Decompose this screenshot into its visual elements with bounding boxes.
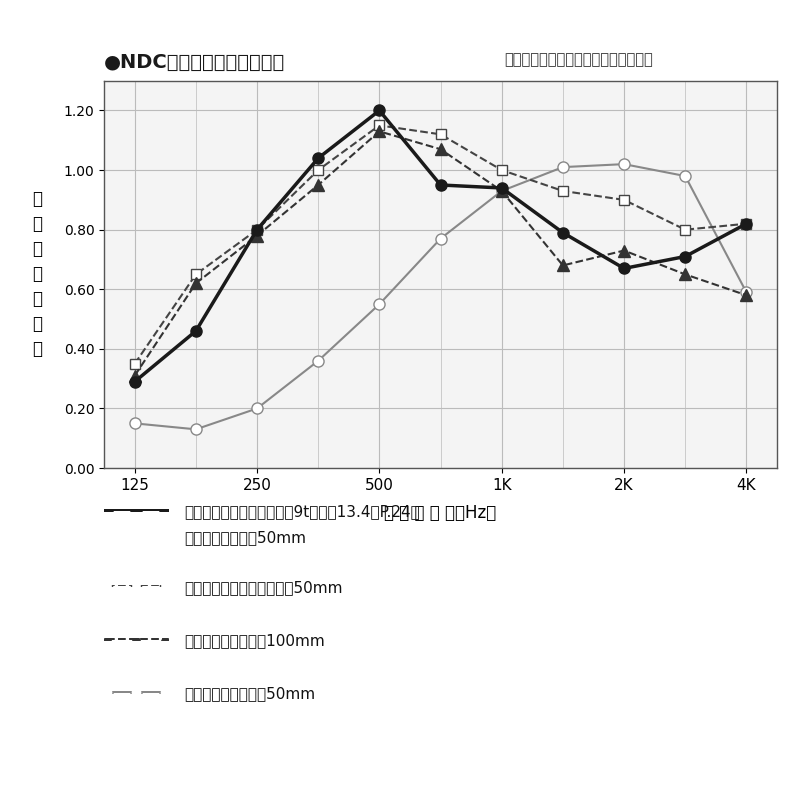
Text: ネオカルム＋グラスウール50mm: ネオカルム＋グラスウール50mm xyxy=(184,579,343,595)
Text: ネオカルム＋孔あきボード9t（孔径13.4－P.24）: ネオカルム＋孔あきボード9t（孔径13.4－P.24） xyxy=(184,504,420,520)
Text: ネオカルム＋空気層100mm: ネオカルム＋空気層100mm xyxy=(184,633,325,648)
Text: ●NDCネオカルムの吸音特性: ●NDCネオカルムの吸音特性 xyxy=(104,52,285,72)
Text: ［測定機関：（財）小林理学研究所］: ［測定機関：（財）小林理学研究所］ xyxy=(505,52,654,68)
X-axis label: 中 心 周 波 数（Hz）: 中 心 周 波 数（Hz） xyxy=(384,504,497,522)
Text: 残
響
室
法
吸
音
率: 残 響 室 法 吸 音 率 xyxy=(32,190,42,358)
Text: ＋グラスウール50mm: ＋グラスウール50mm xyxy=(184,530,306,546)
Text: ネオカルム＋空気層50mm: ネオカルム＋空気層50mm xyxy=(184,686,316,701)
